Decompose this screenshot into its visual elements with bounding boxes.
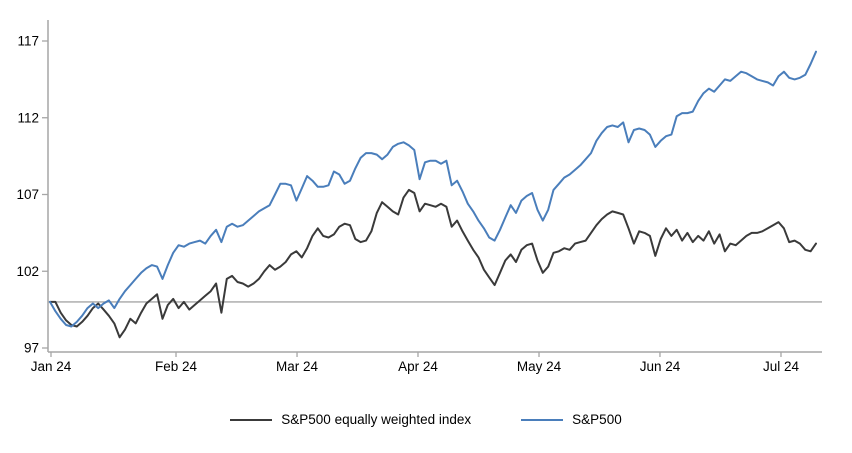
legend-line-sample-sp500-equal-weight: [230, 418, 273, 421]
y-tick-label: 117: [17, 34, 39, 49]
legend-label-sp500-equal-weight: S&P500 equally weighted index: [281, 412, 472, 427]
chart-legend: S&P500 equally weighted index S&P500: [0, 412, 852, 427]
series-line-sp500-equal-weight: [49, 188, 817, 339]
x-tick-label: Feb 24: [155, 359, 198, 374]
legend-item-sp500-equal-weight: S&P500 equally weighted index: [230, 412, 471, 427]
legend-line-sample-sp500: [521, 418, 564, 421]
x-tick-label: Mar 24: [276, 359, 319, 374]
x-tick-label: Apr 24: [398, 359, 438, 374]
y-tick-label: 107: [16, 187, 39, 202]
legend-label-sp500: S&P500: [572, 412, 622, 427]
x-tick-label: Jun 24: [640, 359, 681, 374]
y-tick-label: 102: [16, 264, 39, 279]
y-tick-label: 97: [24, 341, 39, 356]
x-tick-label: Jan 24: [31, 359, 72, 374]
series-line-sp500: [49, 50, 817, 328]
legend-item-sp500: S&P500: [521, 412, 622, 427]
y-tick-label: 112: [17, 110, 39, 125]
x-tick-label: May 24: [517, 359, 562, 374]
x-tick-label: Jul 24: [763, 359, 800, 374]
